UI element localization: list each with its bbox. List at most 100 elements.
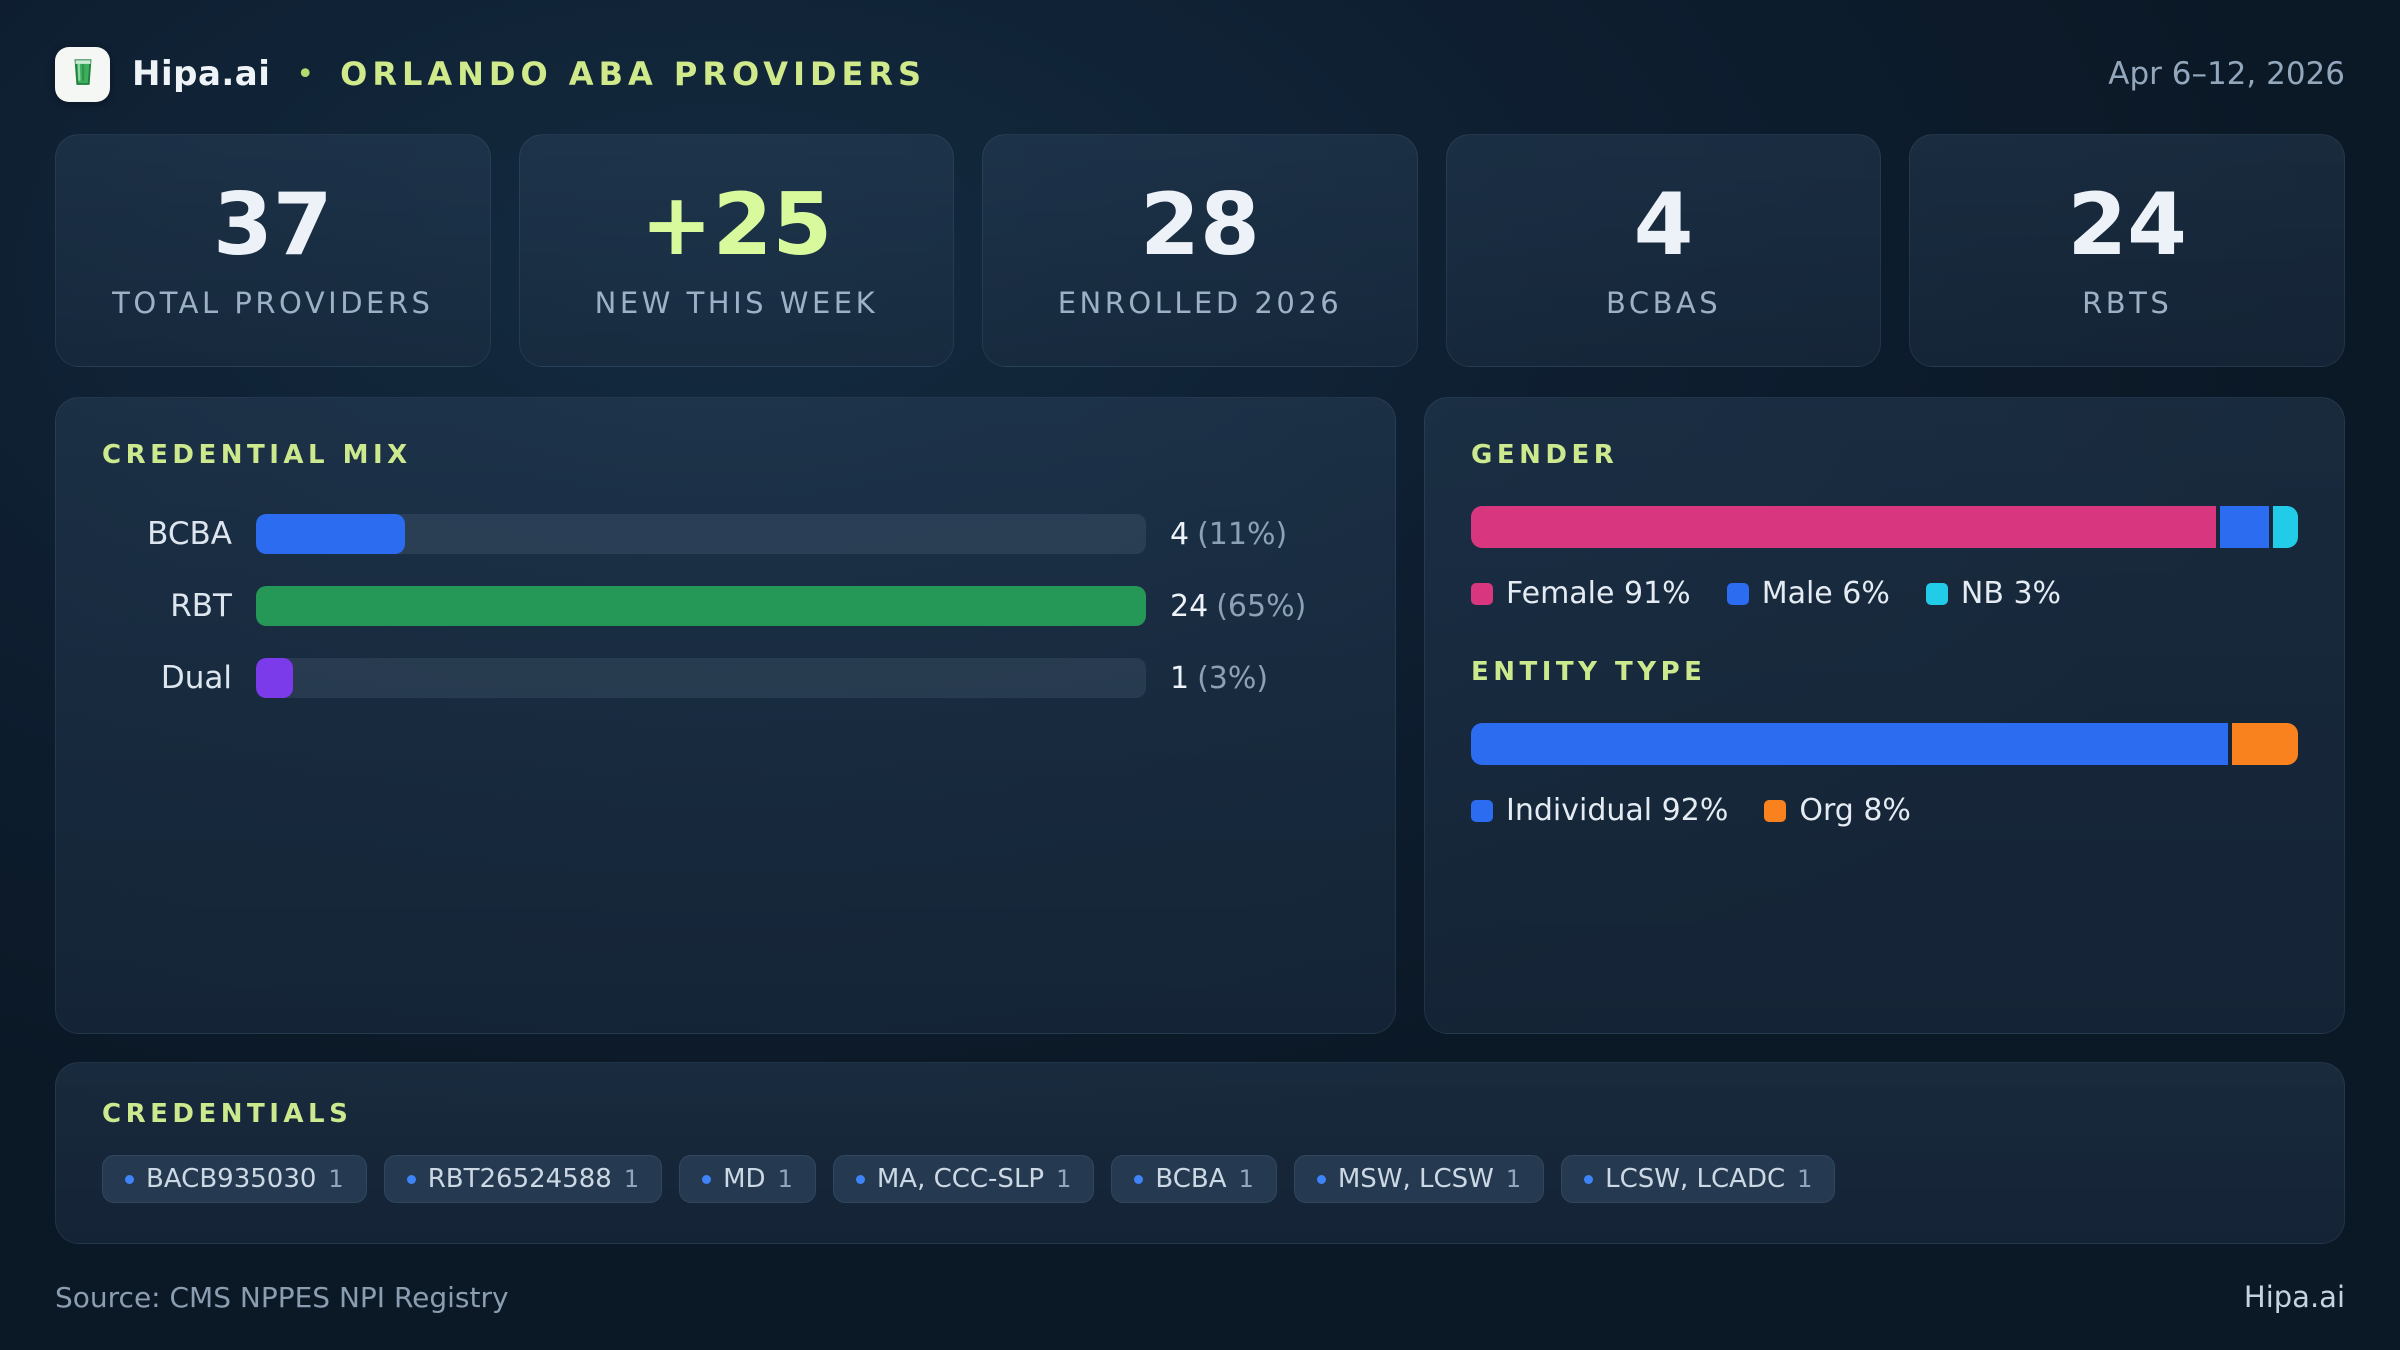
- header-separator-dot: •: [296, 56, 315, 92]
- legend-label: NB 3%: [1960, 576, 2062, 612]
- footer: Source: CMS NPPES NPI Registry Hipa.ai: [55, 1280, 2345, 1314]
- stat-card-total-providers: 37 TOTAL PROVIDERS: [55, 134, 491, 368]
- chip-count: 1: [623, 1165, 640, 1193]
- gender-bar: [1471, 506, 2298, 549]
- credential-chip[interactable]: MD 1: [679, 1155, 816, 1203]
- main-row: CREDENTIAL MIX BCBA 4 (11%) RBT: [55, 397, 2345, 1034]
- chip-label: MSW, LCSW: [1337, 1164, 1494, 1194]
- gender-segment-male: [2220, 506, 2270, 549]
- chip-label: BCBA: [1155, 1164, 1227, 1194]
- chip-label: RBT26524588: [427, 1164, 612, 1194]
- bar-row-dual: Dual 1 (3%): [102, 658, 1349, 699]
- chip-count: 1: [1505, 1165, 1522, 1193]
- legend-swatch: [1471, 799, 1493, 822]
- bar-value: 4 (11%): [1170, 516, 1288, 552]
- chip-count: 1: [777, 1165, 793, 1193]
- gender-title: GENDER: [1471, 440, 1619, 471]
- stat-label: RBTS: [2082, 285, 2173, 320]
- chip-label: LCSW, LCADC: [1605, 1164, 1786, 1194]
- legend-label: Individual 92%: [1506, 793, 1729, 829]
- gender-legend: Female 91% Male 6% NB 3%: [1471, 576, 2298, 611]
- stat-card-enrolled: 28 ENROLLED 2026: [982, 134, 1418, 368]
- bar-fill: [256, 514, 405, 555]
- stat-value: 4: [1633, 174, 1694, 275]
- chip-dot-icon: [855, 1174, 865, 1184]
- chip-dot-icon: [1134, 1174, 1144, 1184]
- bar-value: 24 (65%): [1170, 588, 1307, 624]
- cup-icon: [65, 54, 101, 94]
- credentials-title: CREDENTIALS: [102, 1099, 353, 1129]
- stat-value: 37: [212, 174, 333, 275]
- date-range: Apr 6–12, 2026: [2108, 56, 2345, 93]
- gender-segment-nb: [2273, 506, 2298, 549]
- stat-label: NEW THIS WEEK: [594, 285, 879, 320]
- footer-source: Source: CMS NPPES NPI Registry: [55, 1280, 509, 1314]
- bar-value: 1 (3%): [1170, 660, 1269, 696]
- stats-row: 37 TOTAL PROVIDERS +25 NEW THIS WEEK 28 …: [55, 134, 2345, 368]
- chip-label: MD: [723, 1164, 766, 1194]
- bar-label: RBT: [170, 588, 232, 625]
- credential-chip[interactable]: BACB935030 1: [102, 1155, 367, 1203]
- entity-type-bar: [1471, 723, 2298, 766]
- chip-dot-icon: [406, 1174, 416, 1184]
- legend-item-org: Org 8%: [1764, 793, 1911, 828]
- gender-segment-female: [1471, 506, 2217, 549]
- legend-swatch: [1726, 582, 1749, 605]
- legend-item-male: Male 6%: [1726, 576, 1890, 612]
- bar-track: [256, 586, 1146, 627]
- bar-label: Dual: [160, 660, 232, 697]
- credential-mix-title: CREDENTIAL MIX: [102, 440, 412, 471]
- stat-value: 28: [1140, 174, 1260, 275]
- brand-name: Hipa.ai: [132, 54, 271, 95]
- credential-mix-chart: BCBA 4 (11%) RBT 24 (65%): [102, 514, 1349, 699]
- credentials-panel: CREDENTIALS BACB935030 1 RBT26524588 1 M…: [55, 1062, 2345, 1244]
- credential-chip[interactable]: MA, CCC-SLP 1: [832, 1155, 1095, 1203]
- legend-label: Org 8%: [1799, 793, 1911, 829]
- bar-fill: [256, 658, 294, 699]
- entity-segment-individual: [1471, 723, 2229, 766]
- stat-label: BCBAS: [1605, 285, 1722, 320]
- chip-label: BACB935030: [146, 1164, 317, 1194]
- chip-count: 1: [1797, 1165, 1813, 1193]
- header: Hipa.ai • ORLANDO ABA PROVIDERS Apr 6–12…: [55, 40, 2345, 108]
- bar-track: [256, 514, 1146, 555]
- bar-track: [256, 658, 1146, 699]
- credential-mix-panel: CREDENTIAL MIX BCBA 4 (11%) RBT: [55, 397, 1396, 1034]
- legend-label: Male 6%: [1761, 576, 1890, 612]
- chip-count: 1: [1056, 1165, 1072, 1193]
- chip-dot-icon: [125, 1174, 134, 1184]
- chip-label: MA, CCC-SLP: [876, 1164, 1045, 1194]
- stat-value: 24: [2067, 174, 2188, 275]
- chip-dot-icon: [1584, 1174, 1594, 1184]
- chip-dot-icon: [1316, 1174, 1326, 1184]
- entity-type-title: ENTITY TYPE: [1471, 657, 1707, 688]
- credential-chip[interactable]: MSW, LCSW 1: [1293, 1155, 1545, 1203]
- chip-dot-icon: [702, 1174, 712, 1184]
- credential-chip[interactable]: LCSW, LCADC 1: [1561, 1155, 1836, 1203]
- demographics-panel: GENDER Female 91% Male 6% NB 3%: [1424, 397, 2345, 1034]
- bar-fill: [256, 586, 1146, 627]
- chip-count: 1: [1238, 1165, 1254, 1193]
- page-title: ORLANDO ABA PROVIDERS: [340, 55, 927, 94]
- bar-label: BCBA: [147, 516, 232, 553]
- chip-count: 1: [328, 1165, 344, 1193]
- footer-brand: Hipa.ai: [2243, 1280, 2345, 1314]
- stat-label: TOTAL PROVIDERS: [112, 285, 434, 320]
- credential-chip[interactable]: RBT26524588 1: [383, 1155, 663, 1203]
- brand-logo: [55, 46, 110, 102]
- credentials-chips: BACB935030 1 RBT26524588 1 MD 1 MA, CCC-…: [102, 1155, 2298, 1203]
- bar-row-rbt: RBT 24 (65%): [102, 586, 1349, 627]
- stat-card-bcbas: 4 BCBAS: [1445, 134, 1882, 368]
- credential-chip[interactable]: BCBA 1: [1111, 1155, 1277, 1203]
- legend-label: Female 91%: [1506, 576, 1691, 612]
- legend-item-individual: Individual 92%: [1471, 793, 1728, 828]
- stat-value: +25: [640, 174, 833, 275]
- entity-type-legend: Individual 92% Org 8%: [1471, 793, 2298, 828]
- stat-card-new-this-week: +25 NEW THIS WEEK: [518, 134, 955, 368]
- stat-card-rbts: 24 RBTS: [1909, 134, 2345, 368]
- legend-swatch: [1925, 582, 1948, 605]
- stat-label: ENROLLED 2026: [1057, 285, 1343, 320]
- legend-swatch: [1764, 799, 1787, 822]
- bar-row-bcba: BCBA 4 (11%): [102, 514, 1349, 555]
